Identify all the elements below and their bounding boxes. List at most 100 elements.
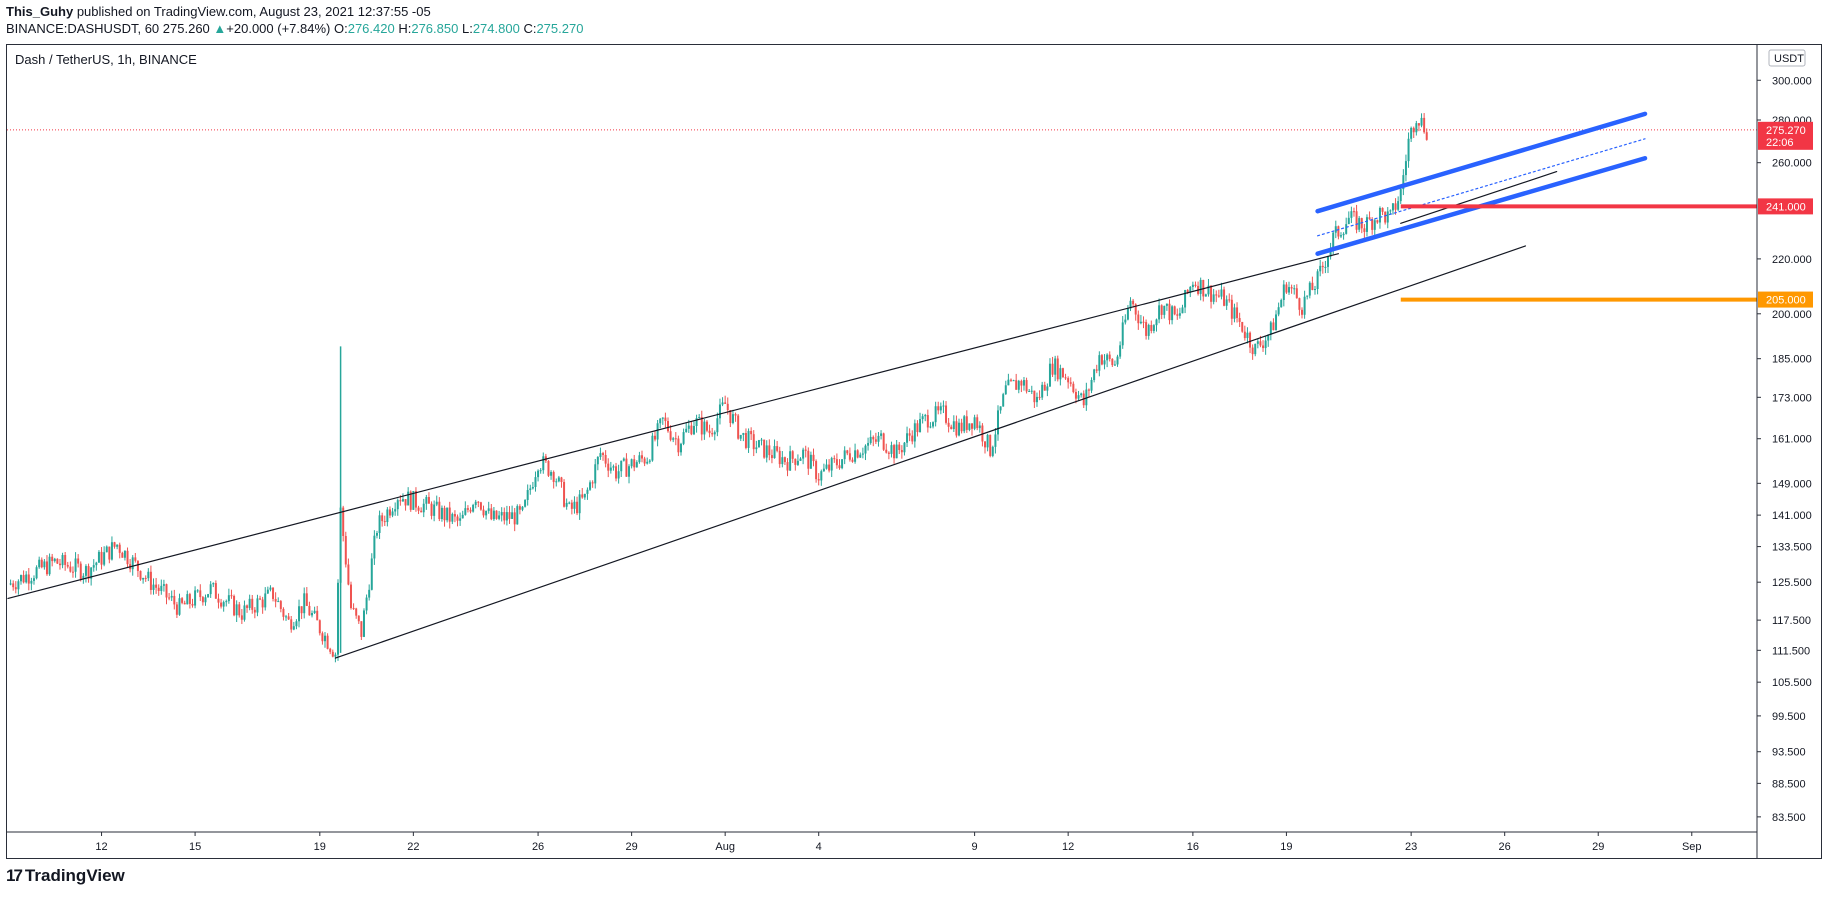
candle-body [300, 606, 303, 614]
candle-body [643, 458, 646, 464]
y-tick-label: 125.500 [1772, 577, 1812, 589]
candle-body [269, 587, 272, 590]
candle-body [74, 558, 77, 572]
candle-body [1236, 307, 1239, 319]
candle-body [1134, 304, 1137, 315]
candle-body [17, 581, 20, 590]
channel-mid-dotted-line[interactable] [1316, 138, 1646, 237]
candle-body [1142, 321, 1145, 323]
candle-body [726, 403, 729, 411]
wedge-upper-trendline[interactable] [7, 253, 1339, 600]
candle-body [1423, 117, 1426, 133]
candle-body [1321, 265, 1324, 268]
candle-body [181, 598, 184, 603]
candle-body [960, 422, 963, 432]
candle-body [435, 501, 438, 505]
candle-body [1064, 377, 1067, 379]
candle-body [1113, 364, 1116, 366]
candle-body [711, 433, 714, 435]
candle-body [230, 595, 233, 597]
candle-body [786, 462, 789, 471]
candle-body [1220, 289, 1223, 297]
candle-body [303, 593, 306, 614]
candle-body [872, 436, 875, 440]
currency-box[interactable] [1768, 49, 1806, 67]
y-tick-label: 220.000 [1772, 254, 1812, 266]
candle-body [1378, 207, 1381, 223]
candle-body [201, 597, 204, 603]
candle-body [97, 551, 100, 563]
short-trendline[interactable] [1400, 171, 1558, 224]
candle-body [518, 506, 521, 510]
candle-body [168, 597, 171, 599]
x-tick-label: 29 [1592, 841, 1604, 853]
candle-body [77, 558, 80, 564]
candle-body [92, 565, 95, 568]
candle-body [534, 477, 537, 487]
candle-body [978, 425, 981, 429]
candle-body [757, 440, 760, 448]
candle-body [220, 602, 223, 607]
y-tick-label: 260.000 [1772, 158, 1812, 170]
candle-body [838, 465, 841, 469]
candle-body [1046, 386, 1049, 391]
candle-body [913, 423, 916, 442]
candle-body [903, 442, 906, 453]
candle-body [1212, 294, 1215, 302]
channel-upper-line[interactable] [1315, 111, 1648, 214]
candle-body [679, 443, 682, 453]
candle-body [833, 458, 836, 460]
candle-body [1176, 314, 1179, 316]
wedge-lower-trendline[interactable] [334, 245, 1527, 659]
candle-body [716, 418, 719, 433]
candle-body [638, 455, 641, 463]
candle-body [1106, 354, 1109, 361]
candle-body [929, 426, 932, 428]
candle-body [1337, 226, 1340, 237]
candle-body [604, 454, 607, 464]
candle-body [412, 491, 415, 510]
candle-body [82, 575, 85, 580]
candle-body [861, 453, 864, 455]
candle-body [217, 598, 220, 603]
candle-body [1249, 332, 1252, 348]
candle-body [557, 477, 560, 482]
candle-body [1264, 340, 1267, 349]
candle-body [1298, 298, 1301, 310]
candle-body [1028, 391, 1031, 393]
candle-body [149, 571, 152, 590]
candle-body [495, 510, 498, 519]
candle-body [531, 486, 534, 489]
candle-body [162, 584, 165, 586]
candle-body [1119, 345, 1122, 357]
y-tick-label: 161.000 [1772, 434, 1812, 446]
candle-body [438, 501, 441, 520]
candle-body [1207, 285, 1210, 295]
y-tick-label: 99.500 [1772, 711, 1806, 723]
candle-body [750, 430, 753, 435]
candle-body [178, 598, 181, 615]
tradingview-logo[interactable]: 17 TradingView [6, 866, 125, 886]
change-value: +20.000 (+7.84%) [226, 21, 331, 36]
publisher-name[interactable]: This_Guhy [6, 4, 74, 19]
candle-body [659, 418, 662, 424]
candle-body [1404, 161, 1407, 176]
candle-body [1121, 322, 1124, 346]
candle-body [386, 509, 389, 523]
candle-body [729, 410, 732, 424]
candle-body [900, 450, 903, 453]
candle-body [443, 507, 446, 521]
candle-body [1342, 233, 1345, 236]
candle-body [157, 587, 160, 591]
candle-body [1355, 211, 1358, 230]
candle-body [677, 438, 680, 453]
candle-body [1061, 368, 1064, 378]
candle-body [344, 535, 347, 565]
candle-body [573, 501, 576, 509]
candle-body [144, 577, 147, 579]
candle-body [1059, 368, 1062, 380]
candle-body [620, 460, 623, 472]
candle-body [170, 595, 173, 598]
candle-body [1077, 395, 1080, 399]
